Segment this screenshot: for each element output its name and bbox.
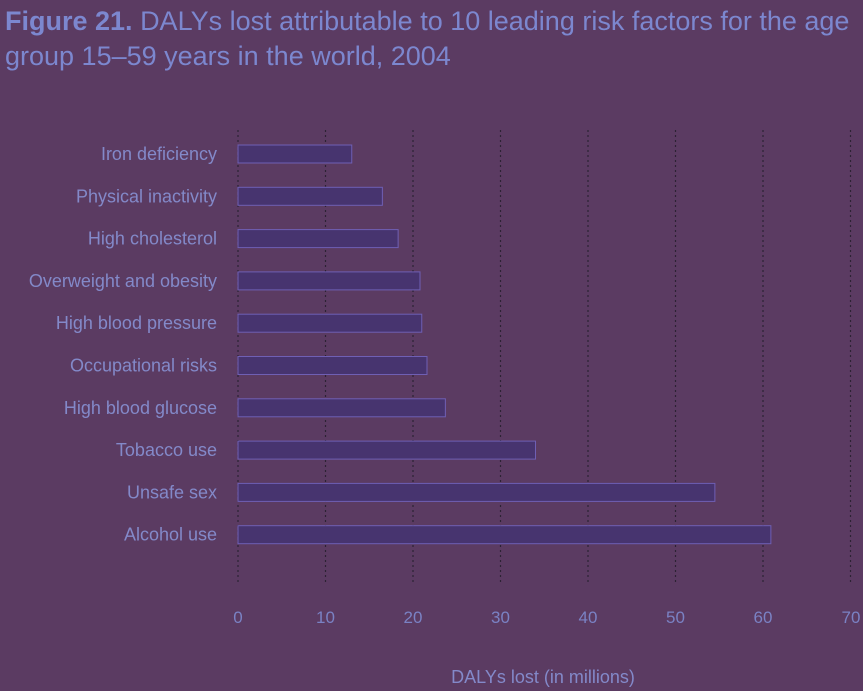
bar-iron-deficiency: [237, 144, 353, 164]
x-tick-label: 50: [666, 608, 685, 627]
bars: [237, 144, 772, 545]
bar-unsafe-sex: [237, 482, 716, 502]
category-labels: Iron deficiency Physical inactivity High c…: [29, 144, 217, 545]
category-label: Occupational risks: [70, 356, 217, 376]
category-label: Iron deficiency: [101, 144, 217, 164]
bar-high-cholesterol: [237, 229, 399, 249]
gridlines: [237, 130, 852, 585]
figure-label: Figure 21.: [5, 6, 133, 36]
x-tick-label: 10: [316, 608, 335, 627]
x-axis-title: DALYs lost (in millions): [451, 667, 635, 687]
category-label: Tobacco use: [116, 440, 217, 460]
x-tick-label: 0: [233, 608, 242, 627]
figure-title-text: DALYs lost attributable to 10 leading ri…: [5, 6, 850, 71]
category-label: High blood glucose: [64, 398, 217, 418]
category-label: Physical inactivity: [76, 186, 217, 206]
bar-overweight-and-obesity: [237, 271, 421, 291]
category-label: Alcohol use: [124, 525, 217, 545]
category-label: Overweight and obesity: [29, 271, 217, 291]
bar-high-blood-glucose: [237, 398, 446, 418]
x-tick-label: 30: [491, 608, 510, 627]
bar-occupational-risks: [237, 356, 428, 375]
bar-high-blood-pressure: [237, 313, 423, 333]
bar-tobacco-use: [237, 440, 536, 460]
figure-title: Figure 21. DALYs lost attributable to 10…: [5, 4, 855, 74]
x-tick-labels: 0 10 20 30 40 50 60 70: [233, 608, 860, 627]
x-tick-label: 40: [579, 608, 598, 627]
x-tick-label: 70: [842, 608, 861, 627]
x-tick-label: 20: [404, 608, 423, 627]
x-tick-label: 60: [754, 608, 773, 627]
category-label: High cholesterol: [88, 229, 217, 249]
category-label: Unsafe sex: [127, 482, 217, 502]
bar-physical-inactivity: [237, 186, 383, 206]
category-label: High blood pressure: [56, 313, 217, 333]
bar-alcohol-use: [237, 525, 772, 545]
